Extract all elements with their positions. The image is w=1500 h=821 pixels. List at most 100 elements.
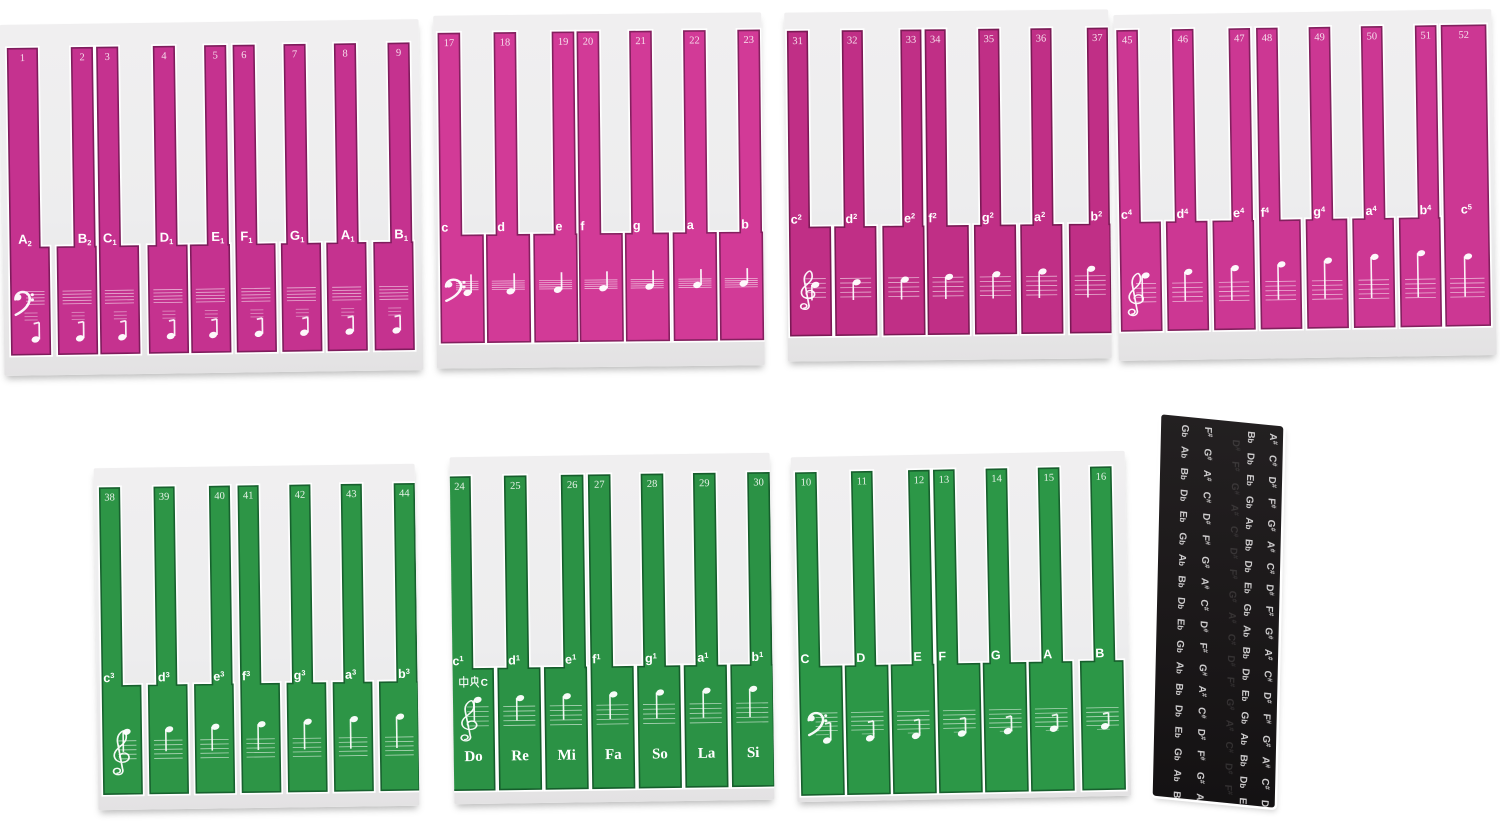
svg-text:Mi: Mi [557, 748, 576, 764]
svg-text:b: b [741, 217, 749, 231]
svg-text:Ab: Ab [1173, 661, 1184, 674]
svg-text:C#: C# [1225, 633, 1236, 645]
svg-text:39: 39 [159, 492, 170, 503]
svg-text:G#: G# [1199, 556, 1210, 569]
svg-text:Bb: Bb [1242, 538, 1253, 551]
svg-text:25: 25 [510, 481, 521, 492]
svg-text:Si: Si [747, 745, 760, 761]
svg-text:15: 15 [1043, 473, 1054, 484]
svg-text:Gb: Gb [1172, 747, 1183, 761]
svg-text:F#: F# [1229, 461, 1240, 472]
svg-text:Fa: Fa [605, 747, 622, 763]
svg-text:c5: c5 [1461, 202, 1472, 216]
svg-text:D#: D# [1200, 513, 1211, 525]
svg-text:Ab: Ab [1238, 732, 1249, 745]
svg-text:19: 19 [558, 37, 569, 48]
svg-text:Do: Do [464, 749, 483, 765]
svg-text:G#: G# [1197, 663, 1208, 676]
svg-text:A#: A# [1267, 433, 1278, 445]
svg-text:g2: g2 [982, 211, 994, 225]
svg-text:F#: F# [1199, 534, 1210, 545]
svg-text:D#: D# [1222, 762, 1233, 774]
svg-text:Eb: Eb [1174, 618, 1185, 631]
svg-text:E: E [913, 650, 922, 664]
svg-text:A#: A# [1223, 719, 1234, 731]
svg-text:a2: a2 [1034, 210, 1045, 224]
svg-text:c: c [441, 221, 448, 235]
svg-text:A#: A# [1194, 793, 1205, 805]
svg-text:Bb: Bb [1171, 791, 1182, 804]
svg-text:D#: D# [1225, 655, 1236, 667]
svg-text:14: 14 [991, 474, 1002, 485]
svg-text:40: 40 [214, 491, 225, 502]
svg-text:12: 12 [914, 475, 925, 486]
svg-text:F: F [938, 649, 946, 663]
svg-text:f3: f3 [242, 669, 251, 683]
svg-text:F#: F# [1197, 642, 1208, 653]
svg-text:13: 13 [939, 475, 950, 486]
svg-text:D#: D# [1266, 476, 1277, 488]
svg-text:A#: A# [1228, 504, 1239, 516]
svg-text:24: 24 [454, 482, 465, 493]
svg-text:C#: C# [1261, 670, 1272, 682]
svg-text:Ab: Ab [1176, 553, 1187, 566]
svg-text:44: 44 [399, 488, 410, 499]
svg-text:Eb: Eb [1241, 582, 1252, 595]
svg-text:Re: Re [511, 748, 529, 764]
svg-text:a3: a3 [345, 668, 356, 682]
svg-text:D: D [856, 651, 865, 665]
svg-text:Db: Db [1244, 452, 1255, 465]
svg-text:b2: b2 [1090, 209, 1102, 223]
svg-text:33: 33 [906, 35, 917, 46]
svg-text:26: 26 [567, 480, 578, 491]
svg-text:C#: C# [1228, 525, 1239, 537]
svg-text:G#: G# [1194, 771, 1205, 784]
svg-text:e3: e3 [213, 669, 224, 683]
svg-text:Db: Db [1239, 668, 1250, 681]
svg-text:Eb: Eb [1239, 689, 1250, 702]
svg-text:G#: G# [1260, 735, 1271, 748]
svg-text:G#: G# [1226, 590, 1237, 603]
svg-text:Db: Db [1173, 704, 1184, 717]
svg-text:f2: f2 [928, 211, 936, 225]
svg-text:49: 49 [1314, 32, 1325, 43]
svg-text:C#: C# [1266, 454, 1277, 466]
svg-text:52: 52 [1458, 30, 1469, 41]
svg-text:C#: C# [1259, 778, 1270, 790]
svg-text:F#: F# [1222, 784, 1233, 795]
svg-text:4: 4 [161, 51, 167, 62]
svg-text:e: e [555, 219, 562, 233]
svg-text:9: 9 [396, 48, 401, 59]
svg-text:2: 2 [79, 52, 84, 63]
svg-text:D#: D# [1230, 439, 1241, 451]
svg-text:G#: G# [1265, 519, 1276, 532]
svg-text:46: 46 [1177, 34, 1188, 45]
svg-text:17: 17 [444, 38, 455, 49]
svg-text:G#: G# [1201, 448, 1212, 461]
svg-text:D#: D# [1261, 692, 1272, 704]
svg-text:g: g [633, 219, 641, 233]
svg-text:C#: C# [1198, 599, 1209, 611]
svg-text:30: 30 [753, 477, 764, 488]
svg-text:43: 43 [346, 489, 357, 500]
svg-text:18: 18 [500, 37, 511, 48]
svg-text:Bb: Bb [1175, 575, 1186, 588]
svg-text:Db: Db [1177, 489, 1188, 502]
svg-text:Ab: Ab [1178, 446, 1189, 459]
svg-text:F#: F# [1202, 426, 1213, 437]
svg-text:c3: c3 [103, 671, 114, 685]
svg-text:A#: A# [1198, 577, 1209, 589]
svg-text:F#: F# [1265, 498, 1276, 509]
svg-text:20: 20 [583, 37, 594, 48]
svg-text:45: 45 [1122, 35, 1133, 46]
svg-text:C#: C# [1196, 707, 1207, 719]
svg-text:C: C [800, 652, 809, 666]
svg-text:Bb: Bb [1173, 683, 1184, 696]
svg-text:Db: Db [1242, 560, 1253, 573]
svg-text:Bb: Bb [1238, 754, 1249, 767]
svg-text:F#: F# [1263, 605, 1274, 616]
svg-text:27: 27 [594, 480, 605, 491]
svg-text:D#: D# [1195, 728, 1206, 740]
svg-text:e1: e1 [565, 653, 576, 667]
svg-text:50: 50 [1366, 31, 1377, 42]
